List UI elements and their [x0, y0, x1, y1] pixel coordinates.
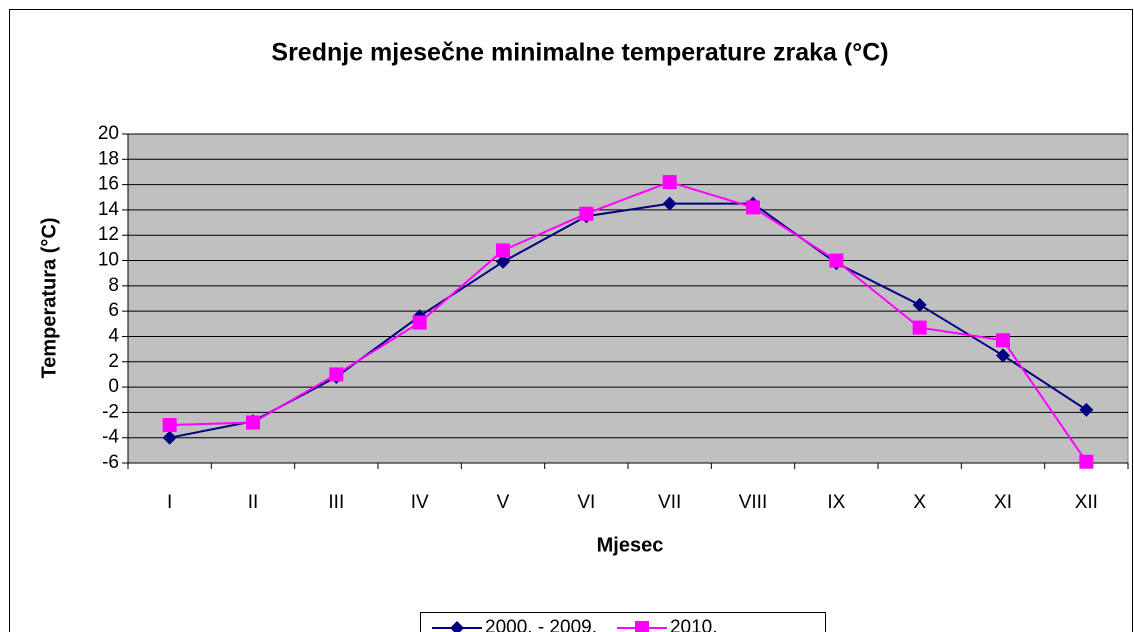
point	[162, 430, 177, 445]
y-tick-label: 4	[108, 325, 119, 346]
legend-marker	[450, 621, 464, 632]
legend-marker	[634, 621, 649, 632]
legend-label: 2010.	[670, 617, 718, 632]
point	[912, 297, 927, 312]
y-tick-label: -4	[102, 427, 119, 448]
point	[496, 254, 510, 269]
x-tick-label: XII	[1075, 492, 1098, 513]
y-tick-label: 0	[108, 376, 119, 397]
x-tick-label: IV	[411, 492, 429, 513]
legend	[420, 612, 826, 632]
x-tick-label: IX	[827, 492, 845, 513]
y-tick-label: 6	[108, 300, 119, 321]
x-tick-label: VI	[577, 492, 595, 513]
y-tick-label: 10	[98, 250, 119, 271]
y-tick-label: 14	[98, 199, 120, 220]
point	[996, 333, 1010, 348]
series-line	[169, 202, 1087, 439]
y-tick-label: 8	[108, 275, 119, 296]
point	[162, 418, 177, 433]
y-tick-label: 20	[98, 123, 119, 144]
point	[912, 320, 927, 335]
plot-area	[127, 133, 1129, 464]
chart-title: Srednje mjesečne minimalne temperature z…	[271, 39, 888, 67]
point	[1079, 454, 1094, 469]
y-tick-label: 2	[108, 351, 119, 372]
point	[329, 367, 344, 382]
point	[662, 175, 677, 190]
x-tick-label: I	[167, 492, 172, 513]
legend-label: 2000. - 2009.	[485, 617, 597, 632]
y-tick-label: -6	[102, 452, 119, 473]
x-tick-label: V	[497, 492, 510, 513]
x-tick-label: X	[913, 492, 926, 513]
x-tick-label: XI	[994, 492, 1012, 513]
point	[746, 200, 760, 215]
point	[662, 196, 677, 211]
point	[579, 206, 594, 221]
x-tick-label: II	[248, 492, 259, 513]
x-tick-label: VII	[658, 492, 681, 513]
y-tick-label: 16	[98, 174, 119, 195]
point	[996, 348, 1010, 363]
x-axis-label: Mjesec	[597, 534, 664, 556]
y-tick-label: -2	[102, 401, 119, 422]
y-tick-label: 12	[98, 224, 119, 245]
point	[829, 253, 844, 268]
point	[1079, 402, 1094, 417]
point	[496, 243, 510, 258]
x-tick-label: VIII	[739, 492, 768, 513]
y-axis-label: Temperatura (°C)	[38, 218, 60, 379]
point	[412, 315, 427, 330]
x-tick-label: III	[328, 492, 344, 513]
point	[246, 415, 260, 430]
y-tick-label: 18	[98, 148, 119, 169]
series-line	[169, 181, 1088, 463]
